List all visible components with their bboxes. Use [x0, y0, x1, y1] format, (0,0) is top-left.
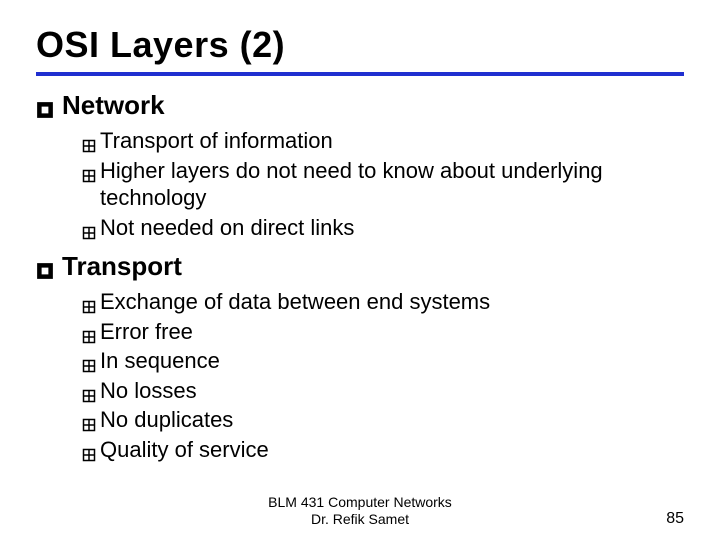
- section-heading-transport: Transport: [36, 251, 684, 282]
- slide-footer: BLM 431 Computer Networks Dr. Refik Same…: [0, 494, 720, 528]
- list-item-text: Error free: [100, 318, 684, 346]
- y-bullet-icon: [82, 382, 96, 396]
- list-item-text: Transport of information: [100, 127, 684, 155]
- list-item-text: Not needed on direct links: [100, 214, 684, 242]
- section-heading-text: Network: [62, 90, 165, 121]
- slide-title: OSI Layers (2): [36, 24, 684, 66]
- list-item: Transport of information: [82, 127, 684, 155]
- list-item-text: No losses: [100, 377, 684, 405]
- section-network: Network Transport of information: [36, 90, 684, 241]
- y-bullet-icon: [82, 293, 96, 307]
- section-network-items: Transport of information Higher layers d…: [36, 127, 684, 241]
- list-item-text: Exchange of data between end systems: [100, 288, 684, 316]
- slide: OSI Layers (2) Network: [0, 0, 720, 540]
- z-bullet-icon: [36, 256, 54, 274]
- list-item: Quality of service: [82, 436, 684, 464]
- list-item-text: No duplicates: [100, 406, 684, 434]
- list-item: Error free: [82, 318, 684, 346]
- section-transport: Transport Exchange of data between end s…: [36, 251, 684, 463]
- y-bullet-icon: [82, 323, 96, 337]
- y-bullet-icon: [82, 132, 96, 146]
- section-heading-network: Network: [36, 90, 684, 121]
- page-number: 85: [666, 510, 684, 528]
- y-bullet-icon: [82, 219, 96, 233]
- footer-course: BLM 431 Computer Networks: [0, 494, 720, 511]
- list-item: In sequence: [82, 347, 684, 375]
- list-item: No losses: [82, 377, 684, 405]
- footer-center: BLM 431 Computer Networks Dr. Refik Same…: [0, 494, 720, 528]
- section-heading-text: Transport: [62, 251, 182, 282]
- list-item-text: In sequence: [100, 347, 684, 375]
- y-bullet-icon: [82, 441, 96, 455]
- y-bullet-icon: [82, 162, 96, 176]
- section-transport-items: Exchange of data between end systems Err…: [36, 288, 684, 463]
- list-item: No duplicates: [82, 406, 684, 434]
- list-item-text: Quality of service: [100, 436, 684, 464]
- list-item-text: Higher layers do not need to know about …: [100, 157, 684, 212]
- list-item: Not needed on direct links: [82, 214, 684, 242]
- list-item: Higher layers do not need to know about …: [82, 157, 684, 212]
- list-item: Exchange of data between end systems: [82, 288, 684, 316]
- footer-author: Dr. Refik Samet: [0, 511, 720, 528]
- title-underline: [36, 72, 684, 76]
- z-bullet-icon: [36, 95, 54, 113]
- y-bullet-icon: [82, 352, 96, 366]
- y-bullet-icon: [82, 411, 96, 425]
